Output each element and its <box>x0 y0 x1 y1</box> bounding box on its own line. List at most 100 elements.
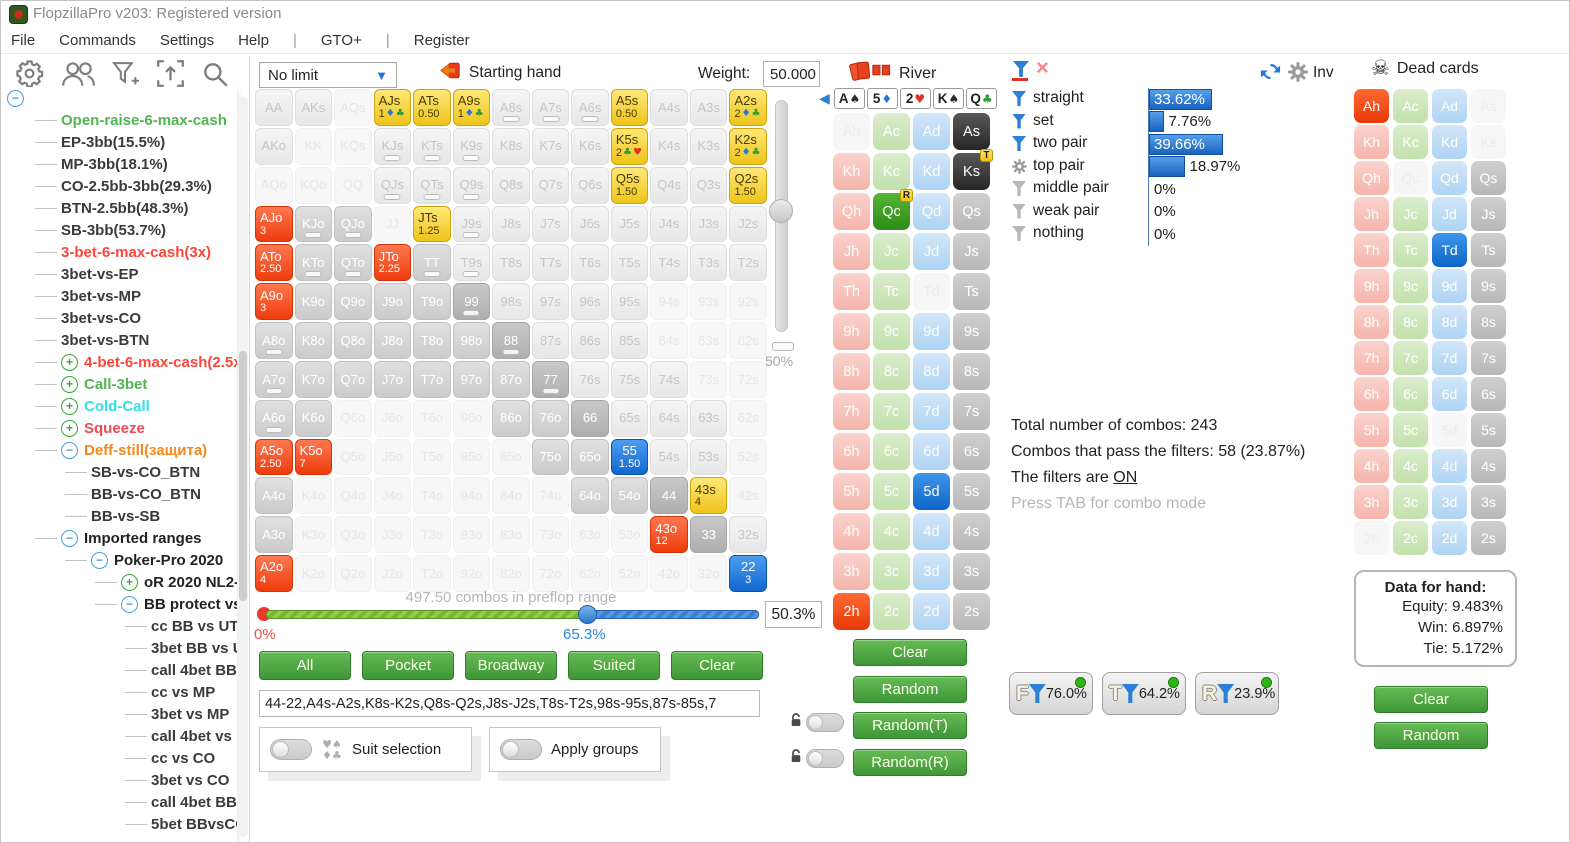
matrix-cell-97o[interactable]: 97o <box>452 360 491 398</box>
dead-card-6d[interactable]: 6d <box>1432 377 1467 411</box>
board-card-7s[interactable]: 7s <box>953 393 990 430</box>
tree-item-Cold-Call[interactable]: + Cold-Call <box>3 395 237 417</box>
funnel-blue-icon[interactable] <box>1012 136 1026 151</box>
tree-item-3bet vs CO[interactable]: 3bet vs CO <box>3 769 237 791</box>
matrix-cell-K7s[interactable]: K7s <box>531 127 570 165</box>
matrix-cell-T6o[interactable]: T6o <box>413 399 451 437</box>
board-card-3s[interactable]: 3s <box>953 553 990 590</box>
matrix-cell-T7o[interactable]: T7o <box>413 360 451 398</box>
matrix-cell-Q6s[interactable]: Q6s <box>571 166 609 204</box>
matrix-cell-76o[interactable]: 76o <box>531 399 570 437</box>
board-card-3h[interactable]: 3h <box>833 553 870 590</box>
matrix-cell-Q3o[interactable]: Q3o <box>334 516 372 554</box>
dead-card-Qd[interactable]: Qd <box>1432 161 1467 195</box>
dead-card-9c[interactable]: 9c <box>1393 269 1428 303</box>
matrix-cell-AJo[interactable]: AJo 3 <box>255 205 293 243</box>
dead-card-3s[interactable]: 3s <box>1471 485 1506 519</box>
board-card-9d[interactable]: 9d <box>913 313 950 350</box>
matrix-cell-T7s[interactable]: T7s <box>531 244 570 282</box>
expand-icon[interactable]: + <box>61 397 78 415</box>
matrix-cell-K2o[interactable]: K2o <box>294 555 333 592</box>
dead-card-6c[interactable]: 6c <box>1393 377 1428 411</box>
matrix-cell-A9o[interactable]: A9o 3 <box>255 283 293 321</box>
matrix-cell-98o[interactable]: 98o <box>452 322 491 359</box>
matrix-cell-J8o[interactable]: J8o <box>373 322 412 359</box>
matrix-cell-J7o[interactable]: J7o <box>373 360 412 398</box>
matrix-cell-A4o[interactable]: A4o <box>255 477 293 515</box>
board-card-9h[interactable]: 9h <box>833 313 870 350</box>
matrix-cell-63s[interactable]: 63s <box>689 399 728 437</box>
dead-card-5c[interactable]: 5c <box>1393 413 1428 447</box>
matrix-cell-A7o[interactable]: A7o <box>255 360 293 398</box>
matrix-cell-ATs[interactable]: ATs 0.50 <box>413 89 451 126</box>
tree-item-cc vs MP[interactable]: cc vs MP <box>3 681 237 703</box>
matrix-cell-T6s[interactable]: T6s <box>571 244 609 282</box>
range-text-input[interactable]: 44-22,A4s-A2s,K8s-K2s,Q8s-Q2s,J8s-J2s,T8… <box>259 690 760 717</box>
dead-card-9h[interactable]: 9h <box>1354 269 1389 303</box>
tree-item-3bet-vs-EP[interactable]: 3bet-vs-EP <box>3 263 237 285</box>
matrix-cell-93s[interactable]: 93s <box>689 283 728 321</box>
limit-select[interactable]: No limit ▼ <box>259 62 397 88</box>
matrix-cell-32o[interactable]: 32o <box>689 555 728 592</box>
collapse-icon[interactable]: − <box>61 529 78 547</box>
matrix-cell-J3o[interactable]: J3o <box>373 516 412 554</box>
tree-item-CO-2.5bb-3bb(29.3%)[interactable]: CO-2.5bb-3bb(29.3%) <box>3 175 237 197</box>
menu-item-settings[interactable]: Settings <box>159 31 215 49</box>
board-card-Qs[interactable]: Qs <box>953 193 990 230</box>
matrix-cell-T8s[interactable]: T8s <box>492 244 530 282</box>
board-card-2d[interactable]: 2d <box>913 593 950 630</box>
matrix-cell-QQ[interactable]: QQ <box>334 166 372 204</box>
funnel-blue-icon[interactable] <box>1012 113 1026 129</box>
dead-card-8s[interactable]: 8s <box>1471 305 1506 339</box>
matrix-cell-J6o[interactable]: J6o <box>373 399 412 437</box>
matrix-cell-Q7s[interactable]: Q7s <box>531 166 570 204</box>
street-back-icon[interactable]: ◀ <box>819 90 830 106</box>
matrix-cell-43s[interactable]: 43s 4 <box>689 477 728 515</box>
matrix-cell-JTs[interactable]: JTs 1.25 <box>413 205 451 243</box>
board-card-Qh[interactable]: Qh <box>833 193 870 230</box>
matrix-cell-AJs[interactable]: AJs 1 ♦ ♣ <box>373 89 412 126</box>
dead-card-3c[interactable]: 3c <box>1393 485 1428 519</box>
board-button-clear[interactable]: Clear <box>853 639 967 666</box>
matrix-cell-Q9o[interactable]: Q9o <box>334 283 372 321</box>
board-card-5c[interactable]: 5c <box>873 473 910 510</box>
matrix-cell-Q7o[interactable]: Q7o <box>334 360 372 398</box>
matrix-cell-K9o[interactable]: K9o <box>294 283 333 321</box>
matrix-cell-32s[interactable]: 32s <box>729 516 767 554</box>
matrix-cell-T3s[interactable]: T3s <box>689 244 728 282</box>
range-button-broadway[interactable]: Broadway <box>465 651 557 680</box>
board-card-7c[interactable]: 7c <box>873 393 910 430</box>
board-card-Jc[interactable]: Jc <box>873 233 910 270</box>
matrix-cell-92s[interactable]: 92s <box>729 283 767 321</box>
board-card-Ks[interactable]: Ks T <box>953 149 993 190</box>
suit-selection-toggle[interactable] <box>270 739 312 760</box>
matrix-cell-JTo[interactable]: JTo 2.25 <box>373 244 412 282</box>
collapse-icon[interactable]: − <box>7 89 24 107</box>
dead-card-3h[interactable]: 3h <box>1354 485 1389 519</box>
filter-row-two-pair[interactable]: two pair 39.66% <box>1012 133 1342 156</box>
matrix-cell-AA[interactable]: AA <box>255 89 293 126</box>
range-slider-remaining-track[interactable] <box>587 610 759 619</box>
matrix-cell-33[interactable]: 33 <box>689 516 728 554</box>
dead-card-5s[interactable]: 5s <box>1471 413 1506 447</box>
matrix-cell-Q4o[interactable]: Q4o <box>334 477 372 515</box>
matrix-cell-Q6o[interactable]: Q6o <box>334 399 372 437</box>
board-card-Ad[interactable]: Ad <box>913 113 950 150</box>
board-card-6s[interactable]: 6s <box>953 433 990 470</box>
filter-icon[interactable] <box>1013 61 1029 77</box>
dead-card-5h[interactable]: 5h <box>1354 413 1389 447</box>
matrix-cell-87o[interactable]: 87o <box>492 360 530 398</box>
dead-card-4c[interactable]: 4c <box>1393 449 1428 483</box>
menu-item-help[interactable]: Help <box>238 31 269 49</box>
board-card-Kh[interactable]: Kh <box>833 153 870 190</box>
board-card-4d[interactable]: 4d <box>913 513 950 550</box>
matrix-cell-K4o[interactable]: K4o <box>294 477 333 515</box>
matrix-cell-K8s[interactable]: K8s <box>492 127 530 165</box>
filters-on-link[interactable]: ON <box>1113 469 1138 486</box>
matrix-cell-75o[interactable]: 75o <box>531 438 570 476</box>
tree-item-3bet-vs-CO[interactable]: 3bet-vs-CO <box>3 307 237 329</box>
dead-card-Ad[interactable]: Ad <box>1432 89 1467 123</box>
tree-item-SB-3bb(53.7%)[interactable]: SB-3bb(53.7%) <box>3 219 237 241</box>
invert-filters-button[interactable]: Inv <box>1313 64 1334 81</box>
matrix-cell-J4s[interactable]: J4s <box>650 205 688 243</box>
